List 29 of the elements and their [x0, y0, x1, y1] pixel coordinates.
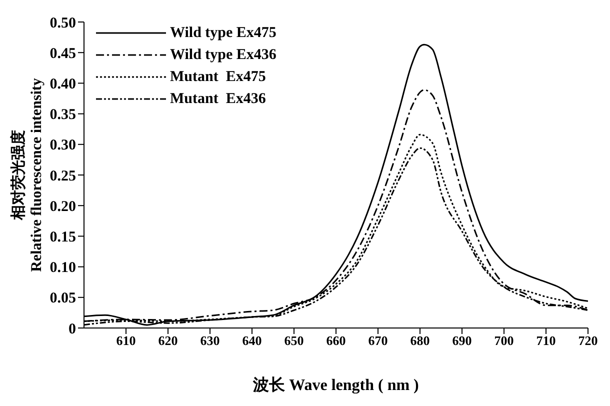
x-tick-label: 700 — [494, 333, 514, 348]
y-tick-label: 0.25 — [50, 168, 76, 184]
x-tick-label: 640 — [242, 333, 262, 348]
x-tick-label: 630 — [200, 333, 220, 348]
y-tick-label: 0.10 — [50, 260, 76, 276]
x-tick-label: 610 — [116, 333, 136, 348]
x-tick-label: 680 — [410, 333, 430, 348]
y-tick-label: 0.45 — [50, 46, 76, 62]
y-tick-label: 0.20 — [50, 198, 76, 215]
x-tick-label: 690 — [452, 333, 472, 348]
x-tick-label: 660 — [326, 333, 346, 348]
y-axis-title: 相对荧光强度 Relative fluorescence intensity — [9, 78, 45, 272]
y-tick-label: 0.40 — [50, 76, 76, 93]
legend-label: Wild type Ex475 — [170, 24, 276, 43]
x-tick-label: 710 — [536, 333, 556, 348]
x-tick-label: 650 — [284, 333, 304, 348]
legend-label: Mutant Ex436 — [170, 90, 266, 109]
legend-label: Wild type Ex436 — [170, 46, 276, 65]
y-tick-label: 0.05 — [50, 290, 76, 307]
x-axis-title: 波长 Wave length ( nm ) — [252, 376, 419, 394]
y-tick-label: 0.30 — [50, 138, 76, 154]
x-tick-label: 670 — [368, 333, 388, 348]
y-tick-label: 0.15 — [50, 230, 76, 246]
legend-label: Mutant Ex475 — [170, 68, 266, 87]
y-tick-label: 0.35 — [50, 107, 76, 124]
y-tick-label: 0.50 — [50, 15, 76, 32]
y-tick-label: 0 — [68, 321, 76, 338]
x-tick-label: 620 — [158, 333, 178, 348]
x-tick-label: 720 — [578, 333, 598, 348]
